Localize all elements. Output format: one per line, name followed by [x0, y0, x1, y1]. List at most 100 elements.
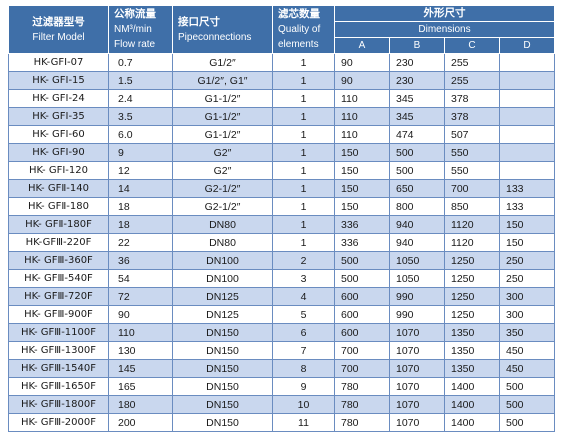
cell-model: HK- GFⅠ-24 [8, 89, 109, 108]
cell-dim-a: 780 [334, 395, 390, 414]
cell-flow-rate: 22 [108, 233, 173, 252]
cell-model: HK- GFⅡ-180F [8, 215, 109, 234]
table-row: HK- GFⅢ-720F 72 DN125 4 600 990 1250 300 [8, 287, 555, 306]
cell-dim-c: 378 [444, 89, 500, 108]
cell-dim-a: 600 [334, 323, 390, 342]
cell-dim-b: 990 [389, 287, 445, 306]
cell-element-quantity: 1 [272, 161, 335, 180]
filter-spec-table: 过滤器型号 Filter Model 公称流量 NM³/min Flow rat… [8, 5, 555, 432]
header-dimensions-cn: 外形尺寸 [334, 5, 555, 22]
cell-dim-d: 250 [499, 269, 555, 288]
cell-dim-a: 700 [334, 359, 390, 378]
cell-dim-c: 1250 [444, 269, 500, 288]
cell-model: HK- GFⅢ-1100F [8, 323, 109, 342]
cell-dim-c: 1250 [444, 251, 500, 270]
cell-model: HK- GFⅢ-360F [8, 251, 109, 270]
cell-flow-rate: 0.7 [108, 53, 173, 72]
cell-dim-c: 1350 [444, 359, 500, 378]
cell-dim-d: 133 [499, 197, 555, 216]
cell-pipe-connection: DN125 [172, 305, 273, 324]
cell-element-quantity: 1 [272, 179, 335, 198]
cell-flow-rate: 54 [108, 269, 173, 288]
cell-pipe-connection: DN80 [172, 233, 273, 252]
cell-dim-b: 800 [389, 197, 445, 216]
cell-model: HK- GFⅢ-900F [8, 305, 109, 324]
cell-element-quantity: 11 [272, 413, 335, 432]
header-flow-en: Flow rate [114, 39, 156, 50]
cell-element-quantity: 4 [272, 287, 335, 306]
cell-dim-c: 1120 [444, 215, 500, 234]
header-qty-en2: elements [278, 39, 319, 50]
cell-flow-rate: 6.0 [108, 125, 173, 144]
table-row: HK- GFⅢ-900F 90 DN125 5 600 990 1250 300 [8, 305, 555, 324]
cell-dim-a: 150 [334, 179, 390, 198]
cell-dim-d: 450 [499, 341, 555, 360]
cell-pipe-connection: DN150 [172, 377, 273, 396]
cell-dim-b: 1050 [389, 269, 445, 288]
cell-dim-d [499, 71, 555, 90]
header-conn-cn: 接口尺寸 [178, 15, 220, 28]
cell-model: HK- GFⅢ-2000F [8, 413, 109, 432]
header-pipe-connections: 接口尺寸 Pipeconnections [172, 5, 273, 54]
cell-model: HK- GFⅠ-120 [8, 161, 109, 180]
cell-dim-a: 780 [334, 377, 390, 396]
cell-model: HK- GFⅢ-1650F [8, 377, 109, 396]
cell-model: HK- GFⅡ-180 [8, 197, 109, 216]
header-dim-b: B [389, 37, 445, 54]
cell-flow-rate: 14 [108, 179, 173, 198]
cell-element-quantity: 8 [272, 359, 335, 378]
cell-element-quantity: 1 [272, 53, 335, 72]
table-row: HK- GFⅢ-360F 36 DN100 2 500 1050 1250 250 [8, 251, 555, 270]
cell-pipe-connection: G1/2″, G1″ [172, 71, 273, 90]
cell-pipe-connection: DN150 [172, 341, 273, 360]
cell-element-quantity: 1 [272, 233, 335, 252]
header-flow-cn: 公称流量 [114, 8, 156, 20]
table-row: HK- GFⅢ-1800F 180 DN150 10 780 1070 1400 500 [8, 395, 555, 414]
table-row: HK- GFⅡ-180F 18 DN80 1 336 940 1120 150 [8, 215, 555, 234]
table-row: HK-GFⅢ-220F 22 DN80 1 336 940 1120 150 [8, 233, 555, 252]
cell-pipe-connection: DN150 [172, 359, 273, 378]
cell-dim-d: 500 [499, 413, 555, 432]
table-row: HK- GFⅠ-120 12 G2″ 1 150 500 550 [8, 161, 555, 180]
cell-dim-c: 1120 [444, 233, 500, 252]
table-row: HK- GFⅠ-35 3.5 G1-1/2″ 1 110 345 378 [8, 107, 555, 126]
cell-dim-a: 600 [334, 305, 390, 324]
cell-dim-c: 1350 [444, 323, 500, 342]
cell-pipe-connection: DN150 [172, 323, 273, 342]
cell-dim-d: 300 [499, 305, 555, 324]
cell-pipe-connection: DN150 [172, 395, 273, 414]
cell-dim-a: 600 [334, 287, 390, 306]
cell-dim-b: 474 [389, 125, 445, 144]
cell-flow-rate: 72 [108, 287, 173, 306]
cell-element-quantity: 1 [272, 143, 335, 162]
cell-dim-a: 110 [334, 125, 390, 144]
cell-model: HK- GFⅠ-90 [8, 143, 109, 162]
header-flow-rate: 公称流量 NM³/min Flow rate [108, 5, 173, 54]
cell-flow-rate: 36 [108, 251, 173, 270]
cell-dim-c: 255 [444, 53, 500, 72]
table-row: HK- GFⅢ-540F 54 DN100 3 500 1050 1250 250 [8, 269, 555, 288]
cell-pipe-connection: G1-1/2″ [172, 89, 273, 108]
cell-model: HK- GFⅢ-1800F [8, 395, 109, 414]
cell-flow-rate: 180 [108, 395, 173, 414]
cell-dim-d: 150 [499, 233, 555, 252]
table-row: HK- GFⅠ-24 2.4 G1-1/2″ 1 110 345 378 [8, 89, 555, 108]
cell-pipe-connection: G1/2″ [172, 53, 273, 72]
cell-dim-c: 850 [444, 197, 500, 216]
table-row: HK- GFⅠ-60 6.0 G1-1/2″ 1 110 474 507 [8, 125, 555, 144]
cell-dim-d [499, 53, 555, 72]
cell-dim-c: 550 [444, 161, 500, 180]
cell-pipe-connection: G2″ [172, 161, 273, 180]
cell-dim-a: 90 [334, 53, 390, 72]
cell-element-quantity: 1 [272, 89, 335, 108]
cell-pipe-connection: G2-1/2″ [172, 197, 273, 216]
cell-dim-c: 1400 [444, 377, 500, 396]
cell-dim-c: 255 [444, 71, 500, 90]
cell-element-quantity: 1 [272, 107, 335, 126]
cell-dim-b: 990 [389, 305, 445, 324]
cell-dim-c: 507 [444, 125, 500, 144]
cell-dim-d: 250 [499, 251, 555, 270]
cell-dim-d: 500 [499, 395, 555, 414]
table-row: HK- GFⅢ-2000F 200 DN150 11 780 1070 1400 500 [8, 413, 555, 432]
cell-flow-rate: 2.4 [108, 89, 173, 108]
